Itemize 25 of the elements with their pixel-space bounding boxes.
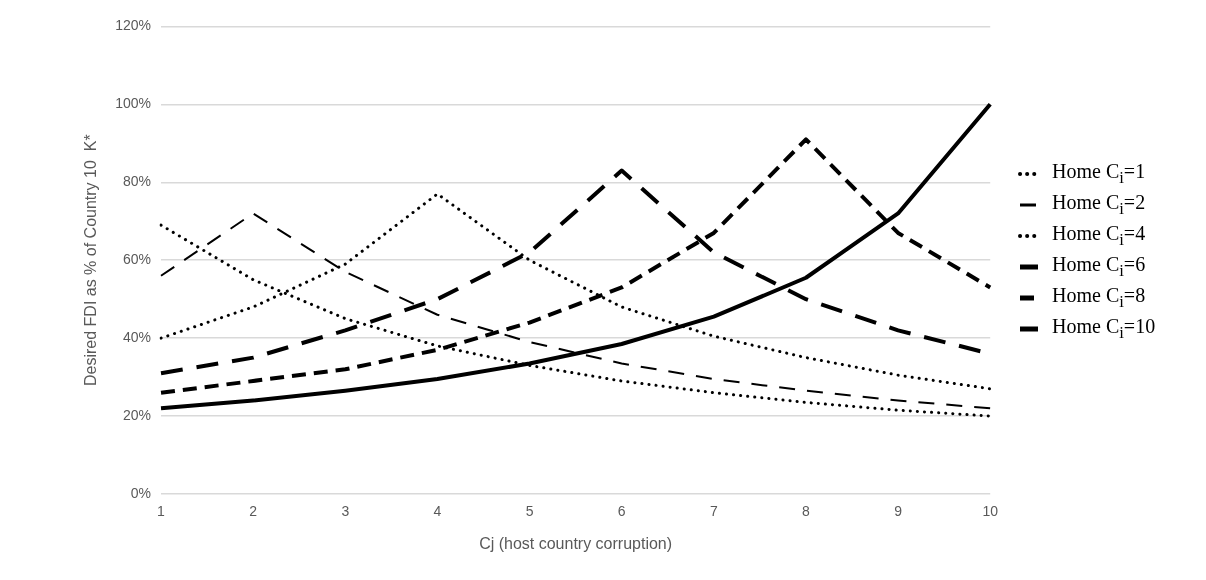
x-tick-label: 6: [617, 503, 626, 520]
y-tick-label: 80%: [122, 173, 152, 190]
legend-label: Home C$_{i}$=10: [1052, 314, 1156, 343]
y-tick-label: 0%: [130, 484, 152, 501]
y-tick-label: 100%: [115, 95, 152, 112]
x-tick-label: 3: [341, 503, 350, 520]
y-tick-label: 60%: [122, 251, 152, 268]
y-tick-label: 20%: [122, 406, 152, 423]
legend-label: Home C$_{i}$=6: [1052, 252, 1146, 281]
x-tick-label: 5: [525, 503, 534, 520]
x-tick-label: 9: [894, 503, 903, 520]
x-tick-label: 8: [802, 503, 811, 520]
legend-label: Home C$_{i}$=1: [1052, 159, 1146, 188]
x-tick-label: 7: [709, 503, 718, 520]
legend-label: Home C$_{i}$=8: [1052, 283, 1146, 312]
y-axis-title: Desired FDI as % of Country 10 K*: [82, 134, 100, 387]
legend-label: Home C$_{i}$=4: [1052, 221, 1146, 250]
x-tick-label: 4: [433, 503, 442, 520]
x-tick-label: 1: [157, 503, 166, 520]
y-tick-label: 120%: [115, 17, 152, 34]
y-tick-label: 40%: [122, 328, 152, 345]
x-tick-label: 2: [249, 503, 258, 520]
x-tick-label: 10: [982, 503, 999, 520]
x-axis-title: Cj (host country corruption): [479, 534, 673, 552]
legend-label: Home C$_{i}$=2: [1052, 190, 1146, 219]
